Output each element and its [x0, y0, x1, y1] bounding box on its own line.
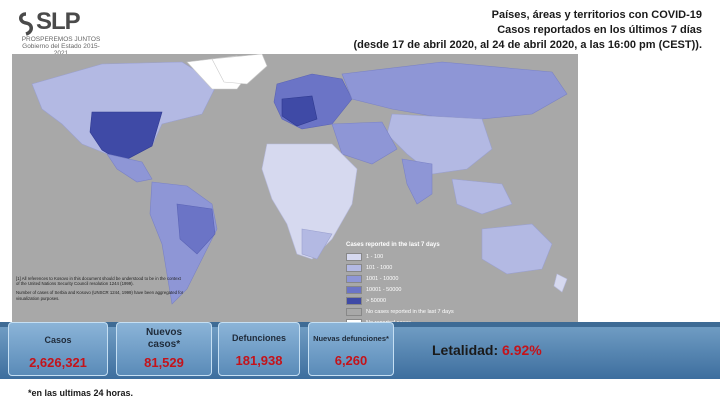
slp-logo: SLP PROSPEREMOS JUNTOS Gobierno del Esta…: [14, 8, 104, 57]
stat-card-casos: Casos 2,626,321: [8, 322, 108, 376]
header-line-2: Casos reportados en los últimos 7 días: [497, 24, 702, 36]
nuevos-label-2: casos*: [147, 339, 181, 350]
letalidad: Letalidad: 6.92%: [432, 342, 542, 358]
casos-label: Casos: [44, 335, 72, 345]
map-notes: [1] All references to Kosovo in this doc…: [16, 276, 184, 301]
legend-swatch: [346, 274, 362, 283]
world-map-graphic: [31, 53, 568, 305]
legend-swatch: [346, 252, 362, 261]
page-header: Países, áreas y territorios con COVID-19…: [354, 8, 703, 53]
ndef-value: 6,260: [334, 353, 368, 368]
legend-item: > 50000: [346, 296, 478, 305]
legend-item: 10001 - 50000: [346, 285, 478, 294]
map-legend: Cases reported in the last 7 days 1 - 10…: [346, 240, 478, 327]
legend-label: 1 - 100: [366, 253, 384, 260]
legend-label: 10001 - 50000: [366, 286, 402, 293]
note-serbia: Number of cases of Serbia and Kosovo (UN…: [16, 290, 184, 301]
legend-title: Cases reported in the last 7 days: [346, 242, 440, 248]
world-map: [12, 53, 578, 322]
header-line-1: Países, áreas y territorios con COVID-19: [491, 9, 702, 21]
legend-swatch: [346, 307, 362, 316]
logo-tagline: PROSPEREMOS JUNTOS: [21, 36, 101, 43]
legend-label: No cases reported in the last 7 days: [366, 308, 454, 315]
legend-swatch: [346, 285, 362, 294]
legend-swatch: [346, 296, 362, 305]
casos-value: 2,626,321: [29, 355, 87, 370]
stat-card-nuevos: Nuevos casos* 81,529: [116, 322, 212, 376]
stat-card-defunciones: Defunciones 181,938: [218, 322, 300, 376]
legend-item: 1 - 100: [346, 252, 478, 261]
legend-item: 101 - 1000: [346, 263, 478, 272]
letalidad-value: 6.92%: [502, 342, 542, 358]
def-label: Defunciones: [231, 333, 286, 343]
logo-subtagline: Gobierno del Estado 2015-2021: [22, 43, 100, 57]
note-kosovo: [1] All references to Kosovo in this doc…: [16, 276, 181, 287]
stat-card-nuevas-defunciones: Nuevas defunciones* 6,260: [308, 322, 394, 376]
header-line-3: (desde 17 de abril 2020, al 24 de abril …: [353, 39, 703, 51]
def-value: 181,938: [235, 353, 283, 368]
logo-text: SLP: [36, 8, 81, 35]
slp-emblem-icon: [19, 12, 33, 36]
nuevos-label-1: Nuevos: [145, 327, 183, 338]
ndef-label: Nuevas defunciones*: [313, 334, 389, 343]
legend-item: No cases reported in the last 7 days: [346, 307, 478, 316]
letalidad-label: Letalidad:: [432, 342, 499, 358]
legend-label: 101 - 1000: [366, 264, 393, 271]
nuevos-value: 81,529: [144, 355, 184, 370]
legend-item: 1001 - 10000: [346, 274, 478, 283]
legend-label: > 50000: [366, 297, 387, 304]
legend-label: 1001 - 10000: [366, 275, 399, 282]
legend-swatch: [346, 263, 362, 272]
footnote: *en las ultimas 24 horas.: [28, 388, 134, 398]
